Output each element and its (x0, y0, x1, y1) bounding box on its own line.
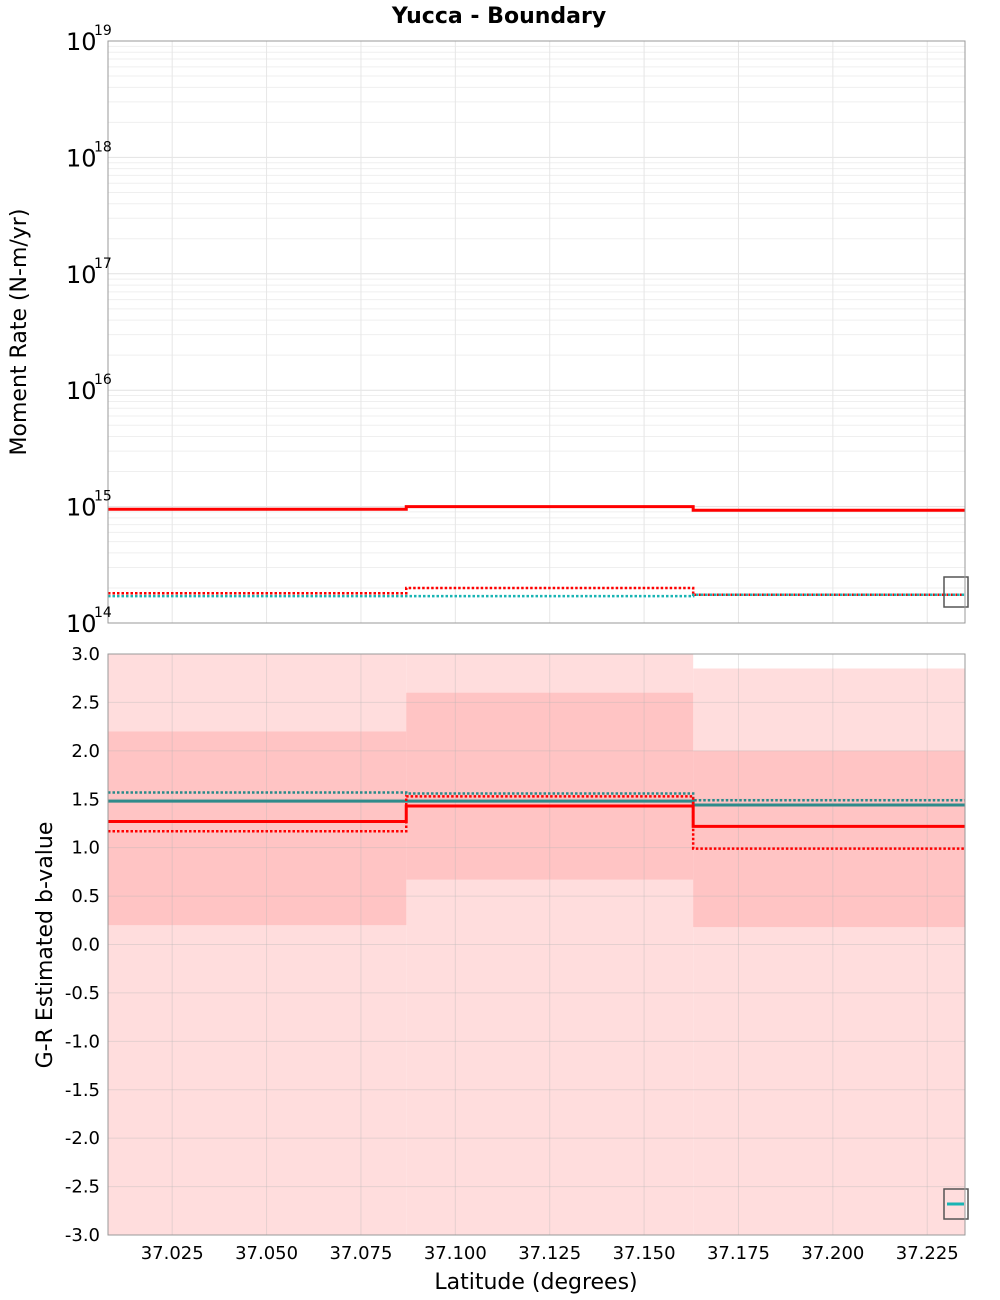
top-line-red-dotted (108, 586, 965, 596)
bottom-y-tick-label: -1.0 (65, 1031, 100, 1052)
bottom-series-teal-dotted (108, 791, 965, 802)
x-tick-label: 37.050 (235, 1243, 298, 1264)
bottom-y-tick-label: -1.5 (65, 1080, 100, 1101)
bottom-bands (108, 654, 965, 1235)
top-series-teal-dotted (108, 593, 965, 598)
bottom-y-tick-label: 2.5 (71, 692, 100, 713)
bottom-y-tick-label: 0.0 (71, 935, 100, 956)
bottom-y-tick-label: -3.0 (65, 1225, 100, 1246)
top-plot-area (108, 41, 965, 623)
bottom-line-teal-solid (108, 799, 965, 807)
top-y-tick-exponent: 15 (94, 489, 112, 505)
top-y-tick-exponent: 17 (94, 256, 112, 272)
top-y-tick-base: 10 (66, 144, 97, 172)
chart-title: Yucca - Boundary (391, 4, 606, 29)
x-tick-label: 37.150 (613, 1243, 676, 1264)
bottom-y-axis-label: G-R Estimated b-value (33, 822, 58, 1069)
x-tick-label: 37.075 (329, 1243, 392, 1264)
top-y-tick-exponent: 16 (94, 372, 112, 388)
bottom-y-tick-label: -2.0 (65, 1128, 100, 1149)
top-y-tick-base: 10 (66, 28, 97, 56)
bottom-line-red-solid (108, 804, 965, 828)
bottom-y-tick-label: 0.5 (71, 886, 100, 907)
bottom-grid (108, 653, 965, 1236)
top-y-tick-exponent: 18 (94, 139, 112, 155)
bottom-y-tick-label: 1.5 (71, 789, 100, 810)
x-tick-label: 37.175 (707, 1243, 770, 1264)
top-legend-box[interactable] (943, 576, 969, 608)
bottom-y-tick-label: 3.0 (71, 644, 100, 665)
top-y-tick-base: 10 (66, 494, 97, 522)
bottom-x-ticks: 37.025 37.050 37.075 37.100 37.125 37.150 37.1… (141, 1243, 959, 1264)
top-series-red-solid (108, 505, 965, 512)
top-plot-frame (107, 40, 966, 624)
bottom-legend-box[interactable] (943, 1188, 969, 1220)
x-tick-label: 37.100 (424, 1243, 487, 1264)
bottom-y-tick-label: -2.5 (65, 1177, 100, 1198)
bottom-y-tick-label: -0.5 (65, 983, 100, 1004)
top-y-tick-exponent: 14 (94, 605, 112, 621)
x-tick-label: 37.025 (141, 1243, 204, 1264)
top-series (108, 505, 965, 598)
top-y-axis-label: Moment Rate (N-m/yr) (7, 209, 32, 456)
x-axis-label: Latitude (degrees) (434, 1270, 637, 1295)
x-tick-label: 37.225 (896, 1243, 959, 1264)
top-series-red-dotted (108, 586, 965, 596)
bottom-series-red-dotted (108, 795, 965, 850)
bottom-series-teal-solid (108, 799, 965, 807)
top-y-tick-base: 10 (66, 377, 97, 405)
top-line-teal-dotted (108, 593, 965, 598)
inner-band-segment (108, 731, 407, 926)
top-y-tick-exponent: 19 (94, 23, 112, 39)
inner-band-segment (406, 692, 694, 880)
top-y-tick-base: 10 (66, 610, 97, 638)
bottom-y-tick-label: 2.0 (71, 741, 100, 762)
x-tick-label: 37.125 (518, 1243, 581, 1264)
inner-band-segment (693, 750, 965, 928)
bottom-line-red-dotted (108, 795, 965, 850)
bottom-series (108, 791, 965, 850)
bottom-series-red-solid (108, 804, 965, 828)
bottom-line-teal-dotted (108, 791, 965, 802)
bottom-panel: -3.0 -2.5 -2.0 -1.5 -1.0 -0.5 0.0 0.5 1.0 1.5 2.0 2… (33, 644, 969, 1295)
bottom-y-tick-label: 1.0 (71, 838, 100, 859)
top-line-red-solid (108, 505, 965, 512)
bottom-plot-frame (107, 653, 966, 1236)
top-y-tick-base: 10 (66, 261, 97, 289)
top-grid (108, 41, 965, 624)
x-tick-label: 37.200 (801, 1243, 864, 1264)
bottom-y-ticks: -3.0 -2.5 -2.0 -1.5 -1.0 -0.5 0.0 0.5 1.0 1.5 2.0 2… (65, 644, 100, 1246)
